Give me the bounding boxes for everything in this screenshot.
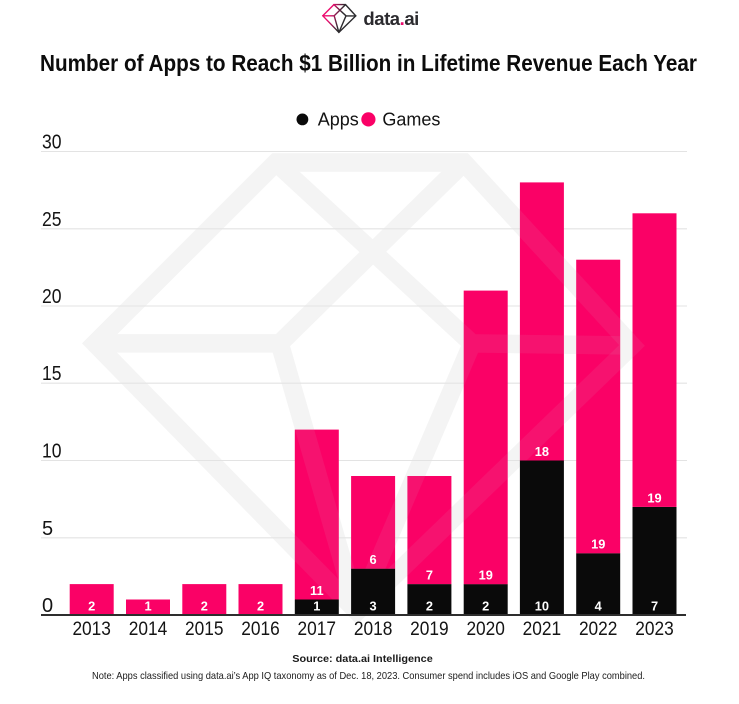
svg-text:data.ai: data.ai	[363, 8, 418, 29]
svg-text:18: 18	[535, 444, 549, 459]
svg-text:19: 19	[591, 537, 605, 552]
svg-text:11: 11	[310, 583, 324, 598]
svg-text:2014: 2014	[129, 619, 168, 640]
svg-text:2015: 2015	[185, 619, 224, 640]
svg-text:20: 20	[42, 286, 62, 308]
svg-text:2: 2	[201, 599, 208, 614]
svg-text:1: 1	[313, 599, 320, 614]
svg-text:6: 6	[370, 552, 377, 567]
svg-text:2017: 2017	[298, 619, 337, 640]
svg-text:3: 3	[370, 599, 377, 614]
svg-text:Games: Games	[382, 110, 440, 130]
svg-text:2020: 2020	[466, 619, 505, 640]
svg-text:2016: 2016	[241, 619, 280, 640]
svg-text:Note: Apps classified using da: Note: Apps classified using data.ai’s Ap…	[92, 671, 645, 682]
svg-text:2: 2	[88, 599, 95, 614]
svg-text:19: 19	[479, 568, 493, 583]
svg-text:2018: 2018	[354, 619, 393, 640]
svg-text:4: 4	[595, 599, 603, 614]
svg-text:2021: 2021	[523, 619, 562, 640]
svg-text:2022: 2022	[579, 619, 618, 640]
svg-text:10: 10	[535, 599, 549, 614]
svg-text:5: 5	[42, 518, 53, 540]
svg-text:2: 2	[257, 599, 264, 614]
svg-text:Number of Apps to Reach $1 Bil: Number of Apps to Reach $1 Billion in Li…	[40, 50, 697, 76]
svg-text:0: 0	[42, 595, 53, 617]
svg-text:15: 15	[42, 363, 62, 385]
svg-text:7: 7	[426, 568, 433, 583]
svg-text:19: 19	[647, 490, 661, 505]
svg-text:2013: 2013	[72, 619, 111, 640]
svg-text:2019: 2019	[410, 619, 449, 640]
svg-text:7: 7	[651, 599, 658, 614]
svg-text:2: 2	[482, 599, 489, 614]
svg-text:25: 25	[42, 209, 62, 231]
svg-text:10: 10	[42, 441, 62, 463]
svg-text:1: 1	[144, 599, 151, 614]
svg-text:2023: 2023	[635, 619, 674, 640]
svg-text:2: 2	[426, 599, 433, 614]
svg-text:30: 30	[42, 132, 62, 154]
svg-text:Source: data.ai Intelligence: Source: data.ai Intelligence	[292, 653, 433, 665]
svg-text:Apps: Apps	[318, 110, 359, 130]
